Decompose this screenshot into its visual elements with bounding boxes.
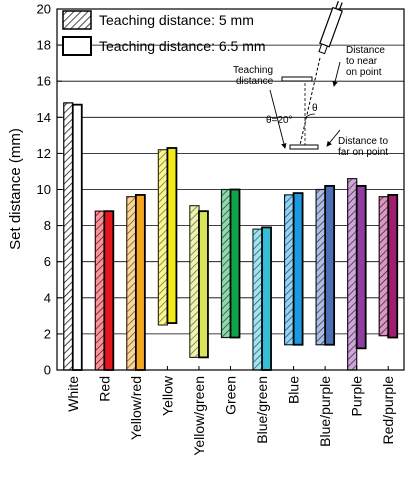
y-tick-label: 4 bbox=[44, 290, 51, 305]
near-target-plate bbox=[281, 76, 313, 82]
x-category-label: Yellow bbox=[159, 375, 175, 416]
x-category-label: Red/purple bbox=[380, 376, 396, 445]
angle-label: θ=20° bbox=[266, 115, 293, 126]
x-category-label: Blue/purple bbox=[317, 376, 333, 447]
bars bbox=[63, 102, 399, 371]
theta-arc bbox=[304, 113, 316, 119]
teaching-distance-arrow bbox=[269, 89, 287, 149]
y-tick-label: 14 bbox=[37, 110, 51, 125]
x-category-label: Blue/green bbox=[254, 376, 270, 444]
bar-tint bbox=[284, 194, 294, 345]
legend-hatched-swatch bbox=[62, 10, 92, 30]
y-tick-label: 20 bbox=[37, 2, 51, 17]
bar-white-6-5mm bbox=[71, 103, 83, 371]
y-tick-label: 0 bbox=[44, 363, 51, 378]
bar-tint bbox=[253, 229, 263, 370]
bar-yellow-green-6-5mm bbox=[198, 210, 209, 359]
teaching-distance-label: Teaching distance bbox=[233, 65, 274, 87]
legend-label-5mm: Teaching distance: 5 mm bbox=[99, 12, 254, 28]
bar-green-6-5mm bbox=[229, 188, 241, 339]
bar-yellow-red-6-5mm bbox=[134, 194, 146, 371]
y-tick-label: 16 bbox=[37, 74, 51, 89]
x-category-label: Green bbox=[223, 376, 239, 415]
theta-label: θ bbox=[312, 103, 318, 114]
bar-tint bbox=[95, 211, 105, 370]
y-tick-label: 8 bbox=[44, 218, 51, 233]
bar-tint bbox=[221, 189, 231, 338]
bar-red-purple-6-5mm bbox=[387, 194, 399, 339]
near-point-label: Distance to near on point bbox=[346, 45, 385, 78]
bar-tint bbox=[316, 189, 326, 345]
bar-purple-6-5mm bbox=[355, 184, 367, 350]
bar-tint bbox=[126, 196, 136, 370]
y-axis-label: Set distance (mm) bbox=[7, 128, 24, 250]
bar-red-6-5mm bbox=[103, 210, 115, 371]
bar-tint bbox=[158, 149, 168, 325]
legend-label-6-5mm: Teaching distance: 6.5 mm bbox=[99, 38, 266, 54]
x-category-label: Yellow/red bbox=[128, 376, 144, 440]
far-point-label: Distance to far on point bbox=[338, 136, 388, 158]
y-tick-label: 6 bbox=[44, 254, 51, 269]
y-tick-label: 18 bbox=[37, 38, 51, 53]
bar-tint bbox=[347, 178, 357, 370]
sensor-geometry-diagram: Teaching distance Distance to near on point… bbox=[233, 0, 388, 158]
bar-tint bbox=[189, 205, 199, 358]
x-axis-categories: White Red Yellow/red Yellow Yellow/green Gree… bbox=[65, 366, 396, 456]
y-tick-label: 2 bbox=[44, 326, 51, 341]
bar-white-5mm bbox=[63, 102, 74, 371]
bar-blue-purple-6-5mm bbox=[324, 184, 336, 346]
y-tick-label: 12 bbox=[37, 146, 51, 161]
y-axis-ticks: 0 2 4 6 8 10 12 14 16 18 20 bbox=[37, 2, 62, 378]
beam-line bbox=[299, 57, 321, 146]
x-category-label: Purple bbox=[349, 376, 365, 417]
bar-tint bbox=[379, 196, 389, 336]
bar-blue-green-6-5mm bbox=[261, 226, 272, 371]
x-category-label: Blue bbox=[286, 376, 302, 404]
sensor-head bbox=[318, 0, 343, 55]
bar-blue-6-5mm bbox=[292, 192, 304, 346]
near-distance-arrow bbox=[332, 61, 341, 87]
far-target-plate bbox=[289, 144, 319, 150]
x-category-label: Red bbox=[96, 376, 112, 402]
x-category-label: White bbox=[65, 376, 81, 412]
legend: Teaching distance: 5 mm Teaching distanc… bbox=[62, 10, 266, 56]
far-distance-arrow bbox=[326, 129, 341, 147]
x-category-label: Yellow/green bbox=[191, 376, 207, 456]
y-tick-label: 10 bbox=[37, 182, 51, 197]
legend-solid-swatch bbox=[62, 36, 92, 56]
bar-yellow-6-5mm bbox=[166, 147, 178, 324]
